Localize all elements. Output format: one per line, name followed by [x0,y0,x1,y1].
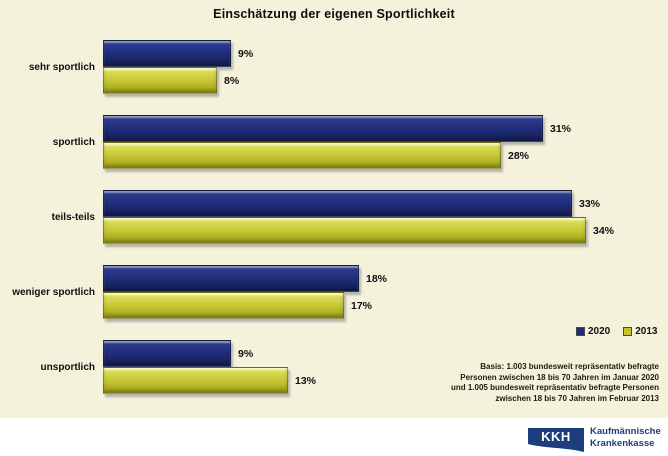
bar-group: sehr sportlich 9% 8% [0,40,668,94]
bar-row-2020: 33% [103,190,663,217]
bar-2013 [103,292,344,319]
legend-swatch-2020 [576,327,585,336]
bar-row-2013: 13% [103,367,663,394]
bar-row-2020: 9% [103,340,663,367]
bar-group: teils-teils 33% 34% [0,190,668,244]
footnote-line: Basis: 1.003 bundesweit repräsentativ be… [480,362,659,371]
bar-row-2020: 9% [103,40,663,67]
footnote-line: und 1.005 bundesweit repräsentativ befra… [450,383,659,392]
bar-value-label: 18% [366,272,388,285]
legend-label-2020: 2020 [588,326,611,337]
category-label: sportlich [52,136,95,148]
footer-bar: KKH Kaufmännische Krankenkasse [0,418,668,456]
bar-2013 [103,367,288,394]
bar-row-2020: 31% [103,115,663,142]
kkh-logo: KKH [528,428,584,452]
bar-2020 [103,115,543,142]
bar-row-2013: 34% [103,217,663,244]
bar-row-2020: 18% [103,265,663,292]
kkh-logo-shape [528,428,584,452]
bar-value-label: 8% [224,74,240,87]
company-name: Kaufmännische Krankenkasse [590,426,661,449]
bar-value-label: 13% [295,374,317,387]
footnote-line: zwischen 18 bis 70 Jahren im Februar 201… [495,393,659,403]
basis-footnote: Basis: 1.003 bundesweit repräsentativ be… [451,362,659,404]
bar-2020 [103,190,572,217]
bar-group: weniger sportlich 18% 17% [0,265,668,319]
company-name-line2: Krankenkasse [590,437,655,449]
bar-row-2013: 8% [103,67,663,94]
bar-value-label: 9% [238,347,254,360]
footnote-line: Personen zwischen 18 bis 70 Jahren im Ja… [460,372,659,382]
bar-group: unsportlich 9% 13% [0,340,668,394]
chart-title: Einschätzung der eigenen Sportlichkeit [213,7,455,21]
category-label: teils-teils [51,211,95,223]
bar-value-label: 17% [351,299,373,312]
kkh-logo-text: KKH [541,429,571,444]
bar-value-label: 34% [593,224,615,237]
bar-group: sportlich 31% 28% [0,115,668,169]
bar-value-label: 9% [238,47,254,60]
legend-swatch-2013 [623,327,633,336]
category-label: sehr sportlich [28,61,95,73]
bar-value-label: 33% [579,197,601,210]
bar-2020 [103,340,231,367]
bar-2020 [103,265,359,292]
bar-2013 [103,67,217,94]
legend-label-2013: 2013 [635,326,658,337]
plot-area: sehr sportlich 9% 8% sportlich 31% 28% teils-t… [0,40,668,394]
category-label: weniger sportlich [12,286,95,298]
bar-2013 [103,217,586,244]
bar-value-label: 31% [550,122,572,135]
company-name-line1: Kaufmännische [590,426,661,437]
chart-area: Einschätzung der eigenen Sportlichkeit s… [0,0,668,418]
category-label: unsportlich [40,361,95,373]
bar-2020 [103,40,231,67]
bar-value-label: 28% [508,149,530,162]
legend-item-2013: 2013 [623,326,658,337]
bar-row-2013: 28% [103,142,663,169]
bar-2013 [103,142,501,169]
legend: 2020 2013 [576,326,658,337]
legend-item-2020: 2020 [576,326,610,337]
bar-row-2013: 17% [103,292,663,319]
